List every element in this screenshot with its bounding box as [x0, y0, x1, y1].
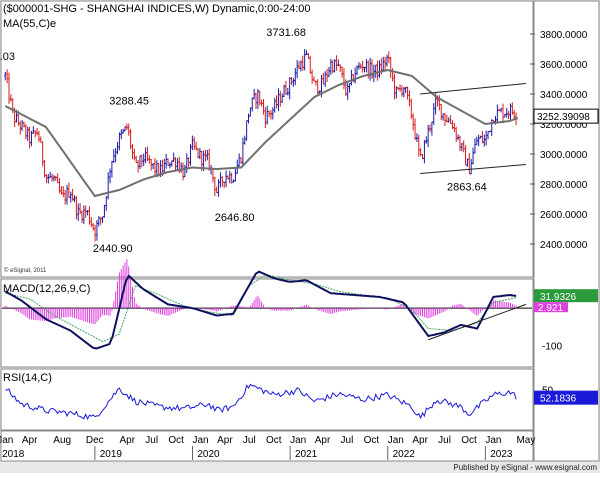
macd-last-tag	[534, 289, 598, 303]
macd-line	[4, 270, 517, 350]
x-month-label: Oct	[461, 435, 477, 446]
channel-trendline	[420, 164, 526, 174]
price-annotation: 2863.64	[447, 181, 487, 193]
macd-hist-last-tag	[534, 302, 568, 313]
macd-panel	[0, 278, 534, 368]
x-month-label: Apr	[315, 435, 331, 446]
price-y-ticks: 3800.0000 3600.0000 3400.0000 3200.0000 3000…	[530, 30, 599, 251]
x-month-label: Jan	[192, 435, 208, 446]
copyright-label: © eSignal, 2011	[4, 267, 47, 274]
x-month-label: Dec	[86, 435, 104, 446]
rsi-line	[5, 383, 517, 421]
price-tick-label: 3600.0000	[540, 60, 588, 71]
x-month-label: Apr	[217, 435, 233, 446]
ma-line	[4, 68, 519, 198]
x-year-label: 2018	[2, 449, 25, 460]
x-month-label: Apr	[412, 435, 428, 446]
rsi-series: 5052.1836	[5, 383, 598, 421]
price-tick-label: 2800.0000	[540, 180, 588, 191]
price-tick-label: 3400.0000	[540, 90, 588, 101]
x-month-label: Jan	[485, 435, 501, 446]
x-month-label: Apr	[120, 435, 136, 446]
price-tick-label: 2400.0000	[540, 240, 588, 251]
macd-last-label: 31.9326	[540, 292, 577, 303]
x-month-label: Oct	[266, 435, 282, 446]
published-label: Published by eSignal - www.esignal.com	[453, 463, 597, 472]
price-panel	[0, 0, 534, 278]
x-month-label: Oct	[168, 435, 184, 446]
last-price-label: 3252.39098	[537, 112, 590, 123]
x-month-label: Jan	[290, 435, 306, 446]
x-year-label: 2022	[393, 449, 416, 460]
last-price-tag	[533, 108, 599, 124]
x-year-label: 2020	[197, 449, 220, 460]
rsi-panel	[0, 368, 534, 431]
rsi-last-tag	[534, 390, 598, 405]
x-month-label: Jan	[388, 435, 404, 446]
macd-trendline	[428, 303, 527, 341]
x-year-label: 2023	[490, 449, 513, 460]
x-year-label: 2019	[100, 449, 123, 460]
x-month-label: May	[516, 435, 535, 446]
price-tick-label: 2600.0000	[540, 210, 588, 221]
macd-hist-last-label: 2.921	[538, 303, 563, 314]
x-year-label: 2021	[295, 449, 318, 460]
price-tick-label: 3200.0000	[540, 120, 588, 131]
x-month-label: Jan	[0, 435, 13, 446]
macd-tick-label: -100	[542, 341, 562, 352]
x-month-label: Oct	[364, 435, 380, 446]
x-month-label: Jul	[145, 435, 158, 446]
price-annotation: 2646.80	[215, 212, 255, 224]
x-month-label: Jul	[341, 435, 354, 446]
macd-title: MACD(12,26,9,C)	[3, 283, 90, 295]
price-series	[4, 49, 526, 242]
x-month-label: Jul	[438, 435, 451, 446]
x-month-label: Jul	[243, 435, 256, 446]
price-tick-label: 3000.0000	[540, 150, 588, 161]
rsi-last-label: 52.1836	[540, 394, 577, 405]
date-axis	[0, 430, 534, 462]
price-annotation: 2440.90	[93, 243, 133, 255]
x-month-label: Aug	[53, 435, 71, 446]
value-axis	[533, 0, 600, 462]
macd-signal-line	[5, 273, 517, 343]
price-annotations: 3587.03 3288.45 2440.90 3731.68 2646.80 2863.…	[0, 27, 487, 255]
ma-label: MA(55,C)e	[3, 18, 56, 30]
price-tick-label: 3800.0000	[540, 30, 588, 41]
rsi-title: RSI(14,C)	[3, 372, 52, 384]
x-axis-labels: Jan Apr Aug Dec Apr Jul Oct Jan Apr Jul Oct Jan Apr J…	[0, 435, 535, 460]
channel-trendline	[420, 83, 526, 95]
price-annotation: 3587.03	[0, 51, 15, 63]
x-month-label: Apr	[22, 435, 38, 446]
price-annotation: 3288.45	[109, 96, 149, 108]
chart-title: ($000001-SHG - SHANGHAI INDICES,W) Dynam…	[3, 3, 311, 15]
price-annotation: 3731.68	[266, 27, 306, 39]
